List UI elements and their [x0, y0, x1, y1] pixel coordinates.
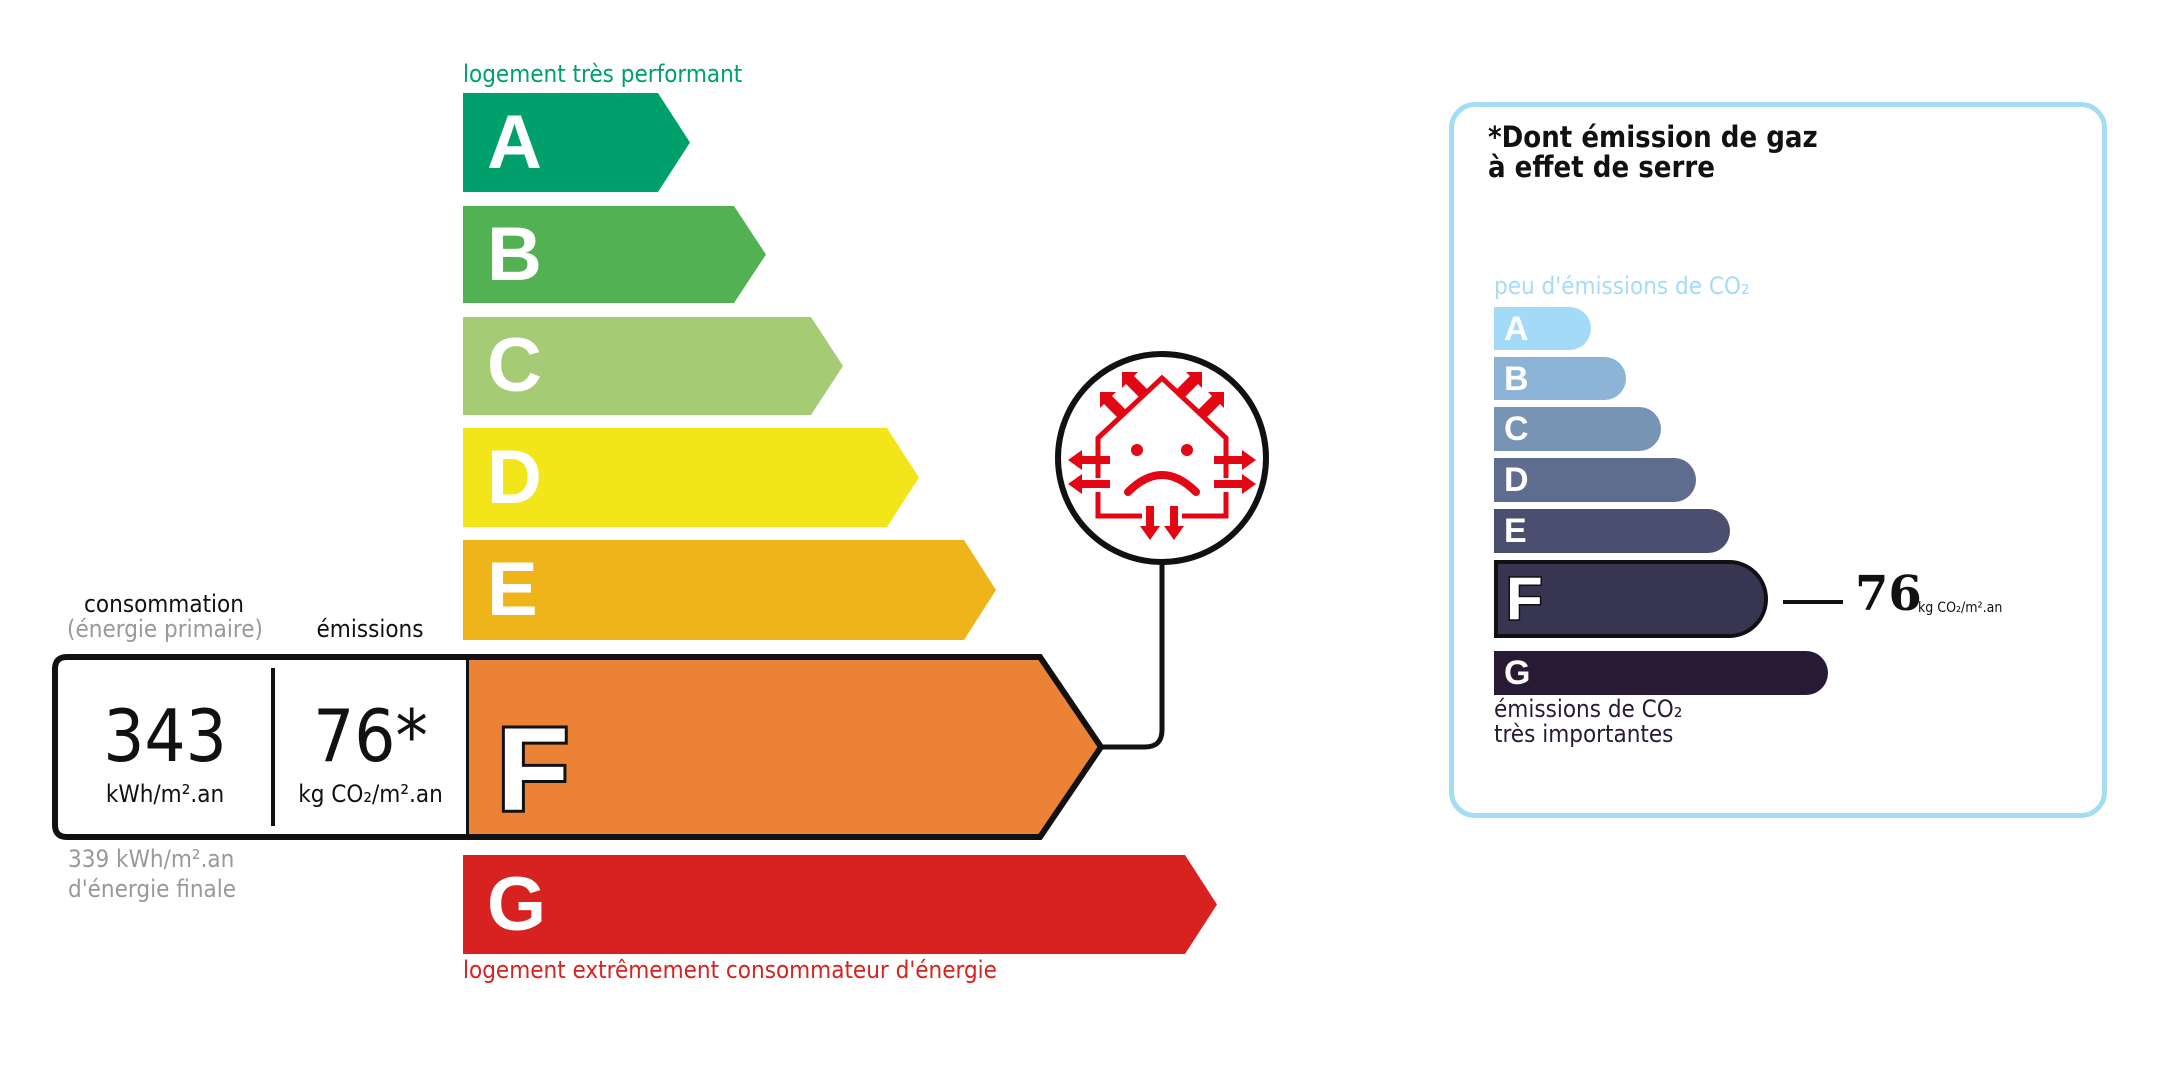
- value-box-outline: [52, 654, 466, 840]
- ghg-unit: kg CO₂/m².an: [1918, 600, 2003, 616]
- energy-letter: G: [487, 861, 547, 947]
- ghg-title-line2: à effet de serre: [1488, 150, 1715, 184]
- ghg-letter: D: [1504, 461, 1529, 499]
- emissions-heading: émissions: [316, 615, 424, 643]
- ghg-title-line1: *Dont émission de gaz: [1488, 120, 1818, 154]
- energy-class-c: C: [463, 317, 843, 415]
- ghg-top-label: peu d'émissions de CO₂: [1494, 272, 1750, 300]
- consumption-value: 343: [103, 694, 227, 778]
- ghg-letter: B: [1504, 359, 1529, 398]
- emissions-value: 76*: [313, 694, 428, 778]
- ghg-panel: [1449, 102, 2107, 818]
- ghg-value: 76: [1855, 566, 1922, 622]
- final-energy-value: 339 kWh/m².an: [68, 845, 235, 873]
- energy-letter: A: [487, 99, 542, 185]
- energy-letter: B: [487, 211, 542, 297]
- ghg-class-b: B: [1494, 357, 1626, 400]
- consumption-unit: kWh/m².an: [105, 780, 225, 808]
- ghg-bottom-line2: très importantes: [1494, 720, 1674, 748]
- energy-class-b: B: [463, 206, 766, 303]
- energy-letter: C: [487, 323, 542, 408]
- ghg-value-pointer: [1783, 600, 1843, 604]
- ghg-class-e: E: [1494, 509, 1730, 553]
- ghg-class-g: G: [1494, 651, 1828, 695]
- ghg-letter: G: [1504, 654, 1531, 692]
- bottom-scale-label: logement extrêmement consommateur d'éner…: [463, 956, 997, 984]
- ghg-letter: E: [1504, 512, 1527, 550]
- ghg-bottom-label: émissions de CO₂ très importantes: [1494, 697, 1682, 747]
- current-energy-letter: F: [497, 704, 569, 836]
- energy-letter: E: [487, 547, 538, 632]
- house-heat-loss-sad-icon: [1068, 372, 1256, 540]
- energy-class-a: A: [463, 93, 690, 192]
- ghg-class-c: C: [1494, 407, 1661, 451]
- consumption-heading: consommation: [84, 590, 244, 618]
- emissions-unit: kg CO₂/m².an: [298, 780, 443, 808]
- ghg-letter: A: [1504, 309, 1529, 348]
- energy-class-e: E: [463, 540, 996, 640]
- ghg-class-a: A: [1494, 307, 1591, 350]
- connector-line: [1101, 563, 1165, 750]
- ghg-current-letter: F: [1505, 565, 1545, 632]
- ghg-panel-title: *Dont émission de gaz à effet de serre: [1488, 122, 1818, 182]
- ghg-letter: C: [1504, 410, 1529, 448]
- energy-class-d: D: [463, 428, 919, 527]
- consumption-subheading: (énergie primaire): [67, 615, 263, 643]
- energy-class-g: G: [463, 855, 1217, 954]
- ghg-class-d: D: [1494, 458, 1696, 502]
- ghg-bottom-line1: émissions de CO₂: [1494, 695, 1683, 723]
- energy-letter: D: [487, 434, 542, 520]
- top-scale-label: logement très performant: [463, 60, 743, 88]
- ghg-class-f: F: [1494, 560, 1768, 638]
- final-energy-label: d'énergie finale: [68, 875, 237, 903]
